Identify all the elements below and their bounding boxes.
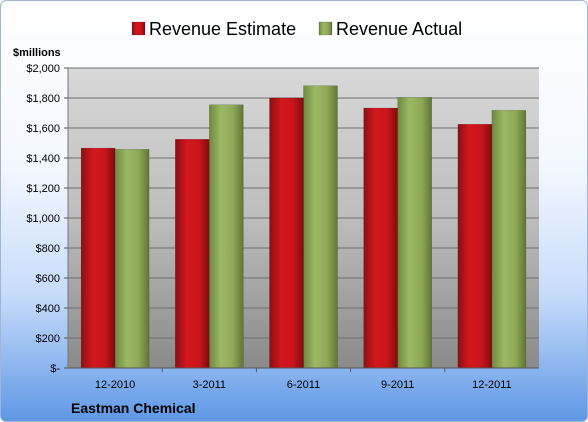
estimate-bar <box>80 147 116 369</box>
x-tick-label: 6-2011 <box>287 379 320 391</box>
legend-swatch <box>318 21 333 36</box>
actual-bar <box>491 110 527 369</box>
y-tick-label: $1,000 <box>26 213 60 225</box>
y-tick-label: $- <box>50 363 60 375</box>
x-tick-labels: 12-2010 3-2011 6-2011 9-2011 12-2011 <box>95 368 512 391</box>
y-tick-label: $400 <box>36 303 60 315</box>
x-tick-label: 12-2011 <box>472 379 512 391</box>
x-tick-label: 9-2011 <box>381 379 414 391</box>
legend-label: Revenue Estimate <box>149 19 296 39</box>
estimate-bar <box>457 124 493 369</box>
legend: Revenue Estimate Revenue Actual <box>131 19 462 39</box>
actual-bar <box>114 149 150 369</box>
y-axis-label: $millions <box>13 47 61 59</box>
x-tick-label: 12-2010 <box>95 379 135 391</box>
actual-bar <box>303 85 338 369</box>
estimate-bar <box>269 97 304 369</box>
estimate-bar <box>363 107 398 369</box>
y-tick-label: $1,600 <box>26 123 60 135</box>
legend-label: Revenue Actual <box>336 19 462 39</box>
y-tick-label: $800 <box>36 243 60 255</box>
actual-bar <box>209 104 244 369</box>
company-name: Eastman Chemical <box>71 400 196 416</box>
actual-bar <box>397 97 432 369</box>
estimate-bar <box>175 139 210 369</box>
y-tick-labels: $- $200 $400 $600 $800 $1,000 $1,200 $1,400 $1,6… <box>26 63 68 375</box>
y-tick-label: $2,000 <box>26 63 60 75</box>
y-tick-label: $1,400 <box>26 153 60 165</box>
y-tick-label: $200 <box>36 333 60 345</box>
bars <box>80 85 527 369</box>
legend-swatch <box>131 21 146 36</box>
y-tick-label: $600 <box>36 273 60 285</box>
x-tick-label: 3-2011 <box>193 379 226 391</box>
y-tick-label: $1,800 <box>26 93 60 105</box>
y-tick-label: $1,200 <box>26 183 60 195</box>
